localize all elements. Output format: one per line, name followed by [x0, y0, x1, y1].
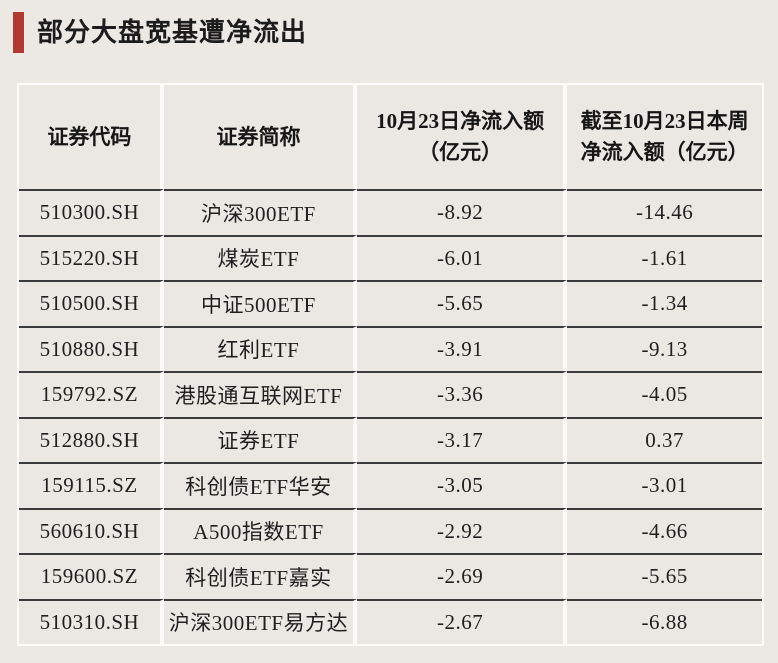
day-net-inflow-cell: -2.69	[357, 553, 568, 599]
col-header-security-code: 证券代码	[19, 85, 164, 189]
col-header-day-net-inflow: 10月23日净流入额 （亿元）	[357, 85, 568, 189]
table-header: 证券代码 证券简称 10月23日净流入额 （亿元） 截至10月23日本周 净流入…	[19, 85, 762, 189]
security-name-cell: 科创债ETF嘉实	[163, 553, 358, 599]
day-net-inflow-cell: -3.05	[357, 462, 568, 508]
week-net-inflow-cell: -1.61	[567, 234, 762, 280]
table-row: 510300.SH 沪深300ETF -8.92 -14.46	[19, 189, 762, 235]
table-row: 515220.SH 煤炭ETF -6.01 -1.61	[19, 234, 762, 280]
security-name-cell: 红利ETF	[163, 325, 358, 371]
security-code-cell: 159792.SZ	[19, 371, 164, 417]
security-name-cell: 沪深300ETF	[163, 189, 358, 235]
day-net-inflow-cell: -8.92	[357, 189, 568, 235]
table-row: 510500.SH 中证500ETF -5.65 -1.34	[19, 280, 762, 326]
table-row: 159115.SZ 科创债ETF华安 -3.05 -3.01	[19, 462, 762, 508]
security-name-cell: 证券ETF	[163, 416, 358, 462]
day-net-inflow-cell: -2.92	[357, 507, 568, 553]
week-net-inflow-cell: -9.13	[567, 325, 762, 371]
week-net-inflow-cell: 0.37	[567, 416, 762, 462]
col-header-week-net-inflow: 截至10月23日本周 净流入额（亿元）	[567, 85, 762, 189]
col-header-security-name: 证券简称	[163, 85, 358, 189]
table-row: 159792.SZ 港股通互联网ETF -3.36 -4.05	[19, 371, 762, 417]
security-code-cell: 512880.SH	[19, 416, 164, 462]
security-code-cell: 510500.SH	[19, 280, 164, 326]
week-net-inflow-cell: -4.05	[567, 371, 762, 417]
fund-flow-table-wrap: 证券代码 证券简称 10月23日净流入额 （亿元） 截至10月23日本周 净流入…	[17, 83, 764, 646]
week-net-inflow-cell: -5.65	[567, 553, 762, 599]
table-row: 510310.SH 沪深300ETF易方达 -2.67 -6.88	[19, 598, 762, 644]
security-name-cell: 中证500ETF	[163, 280, 358, 326]
week-net-inflow-cell: -4.66	[567, 507, 762, 553]
week-net-inflow-cell: -6.88	[567, 598, 762, 644]
security-name-cell: A500指数ETF	[163, 507, 358, 553]
security-code-cell: 510300.SH	[19, 189, 164, 235]
security-name-cell: 科创债ETF华安	[163, 462, 358, 508]
table-row: 560610.SH A500指数ETF -2.92 -4.66	[19, 507, 762, 553]
day-net-inflow-cell: -3.17	[357, 416, 568, 462]
security-code-cell: 510880.SH	[19, 325, 164, 371]
day-net-inflow-cell: -6.01	[357, 234, 568, 280]
week-net-inflow-cell: -14.46	[567, 189, 762, 235]
security-name-cell: 沪深300ETF易方达	[163, 598, 358, 644]
security-code-cell: 510310.SH	[19, 598, 164, 644]
security-code-cell: 560610.SH	[19, 507, 164, 553]
title-accent-bar	[13, 12, 24, 53]
security-code-cell: 515220.SH	[19, 234, 164, 280]
day-net-inflow-cell: -2.67	[357, 598, 568, 644]
day-net-inflow-cell: -3.36	[357, 371, 568, 417]
table-header-row: 证券代码 证券简称 10月23日净流入额 （亿元） 截至10月23日本周 净流入…	[19, 85, 762, 189]
security-name-cell: 煤炭ETF	[163, 234, 358, 280]
table-row: 510880.SH 红利ETF -3.91 -9.13	[19, 325, 762, 371]
figure-header: 部分大盘宽基遭净流出	[0, 0, 778, 83]
table-row: 159600.SZ 科创债ETF嘉实 -2.69 -5.65	[19, 553, 762, 599]
day-net-inflow-cell: -5.65	[357, 280, 568, 326]
table-row: 512880.SH 证券ETF -3.17 0.37	[19, 416, 762, 462]
security-code-cell: 159115.SZ	[19, 462, 164, 508]
security-name-cell: 港股通互联网ETF	[163, 371, 358, 417]
security-code-cell: 159600.SZ	[19, 553, 164, 599]
week-net-inflow-cell: -1.34	[567, 280, 762, 326]
figure-title: 部分大盘宽基遭净流出	[37, 18, 308, 47]
fund-flow-table: 证券代码 证券简称 10月23日净流入额 （亿元） 截至10月23日本周 净流入…	[19, 85, 762, 644]
table-body: 510300.SH 沪深300ETF -8.92 -14.46 515220.SH 煤炭E…	[19, 189, 762, 644]
week-net-inflow-cell: -3.01	[567, 462, 762, 508]
day-net-inflow-cell: -3.91	[357, 325, 568, 371]
